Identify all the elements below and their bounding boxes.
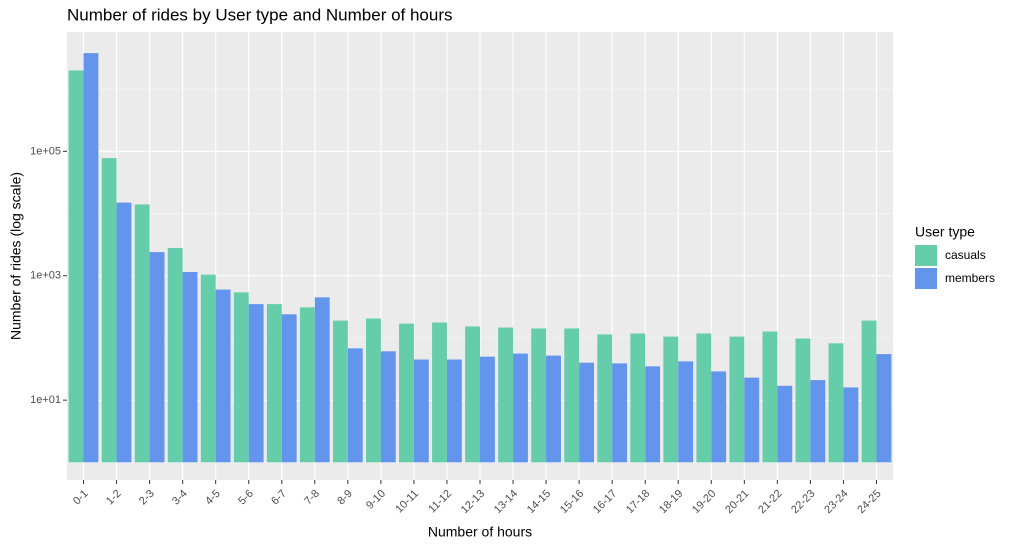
x-tick-label: 9-10 (364, 488, 388, 512)
x-tick-label: 7-8 (302, 488, 322, 508)
bar (711, 371, 727, 463)
y-tick-label: 1e+05 (30, 145, 61, 157)
bar (630, 333, 646, 463)
bar (266, 304, 282, 463)
bar (612, 363, 628, 463)
x-tick-label: 20-21 (723, 488, 751, 516)
bar (332, 320, 348, 463)
x-tick-label: 14-15 (525, 488, 553, 516)
x-tick-label: 15-16 (558, 488, 586, 516)
x-tick-label: 6-7 (269, 488, 289, 508)
x-tick-label: 19-20 (690, 488, 718, 516)
chart-title: Number of rides by User type and Number … (67, 5, 453, 24)
x-axis-title: Number of hours (428, 524, 532, 540)
bar (663, 336, 679, 463)
x-tick-label: 2-3 (137, 488, 157, 508)
x-tick-label: 22-23 (789, 488, 817, 516)
bar (597, 334, 613, 463)
bar (828, 343, 844, 463)
x-tick-label: 17-18 (624, 488, 652, 516)
bar (843, 387, 859, 463)
x-tick-label: 21-22 (756, 488, 784, 516)
x-tick-label: 16-17 (591, 488, 619, 516)
bar (116, 202, 132, 463)
legend-label: members (945, 271, 995, 285)
bar (645, 366, 661, 463)
y-tick-label: 1e+01 (30, 394, 61, 406)
bar (167, 247, 183, 463)
x-tick-label: 23-24 (822, 488, 850, 516)
bar (413, 359, 429, 463)
x-tick-label: 24-25 (855, 488, 883, 516)
bar (546, 355, 561, 463)
bar (215, 289, 231, 463)
x-tick-label: 12-13 (459, 488, 487, 516)
bar (182, 271, 198, 463)
bar (876, 354, 892, 463)
legend-label: casuals (945, 248, 986, 262)
bar (380, 351, 396, 463)
x-tick-label: 13-14 (492, 488, 520, 516)
x-tick-label: 1-2 (104, 488, 124, 508)
bar (432, 322, 447, 463)
bar (696, 333, 712, 463)
bar (366, 318, 381, 463)
bar (480, 356, 495, 463)
bar (281, 314, 297, 463)
x-tick-label: 18-19 (657, 488, 685, 516)
bar (446, 359, 462, 463)
bar (299, 307, 315, 463)
bar (531, 328, 547, 463)
x-tick-label: 0-1 (71, 488, 91, 508)
bar (314, 297, 330, 463)
bar (465, 326, 480, 463)
y-tick-label: 1e+03 (30, 270, 61, 282)
bar (149, 252, 165, 463)
bar (513, 353, 528, 463)
x-tick-label: 10-11 (393, 488, 421, 516)
bar (564, 328, 580, 463)
x-tick-label: 8-9 (335, 488, 355, 508)
bar (861, 320, 877, 463)
bar (729, 336, 745, 463)
bar (762, 331, 778, 463)
bar (579, 362, 594, 463)
x-tick-label: 3-4 (170, 488, 190, 508)
legend-key (915, 268, 937, 289)
bar (678, 361, 694, 463)
bar (200, 274, 216, 463)
x-tick-label: 5-6 (236, 488, 256, 508)
y-axis-title: Number of rides (log scale) (8, 172, 24, 340)
bar (134, 204, 150, 463)
x-tick-label: 11-12 (426, 488, 454, 516)
bar (68, 70, 84, 463)
bar (347, 348, 363, 463)
bar (233, 292, 249, 463)
x-tick-label: 4-5 (203, 488, 223, 508)
bar (777, 385, 793, 463)
bar (101, 158, 117, 463)
legend-key (915, 245, 937, 266)
bar (399, 323, 414, 463)
bar (795, 338, 811, 463)
bar (248, 304, 264, 463)
legend-title: User type (915, 224, 975, 240)
bar (498, 327, 514, 463)
bar (83, 53, 99, 463)
bar (744, 377, 760, 463)
bar (810, 380, 826, 463)
